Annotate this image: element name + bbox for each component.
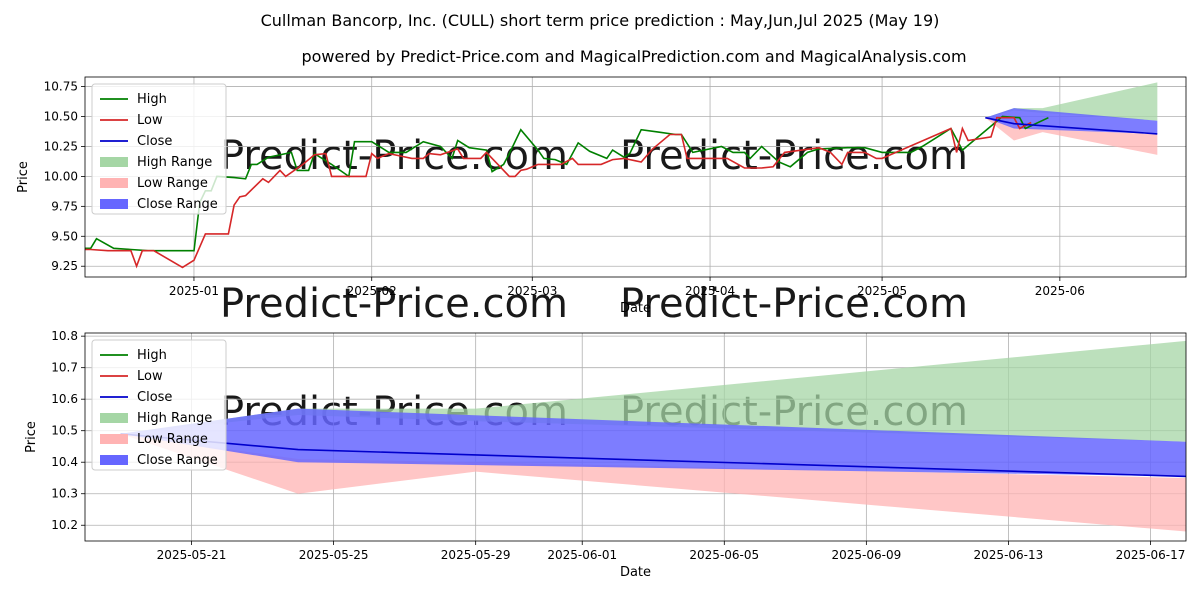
y-tick-label: 10.5 [51, 424, 78, 438]
y-tick-label: 10.3 [51, 487, 78, 501]
plot-area [85, 82, 1158, 269]
plot-frame [84, 332, 1187, 542]
legend-high-label: High [137, 348, 167, 363]
legend-close-range-label: Close Range [137, 197, 218, 212]
low-range-band [985, 117, 1158, 155]
x-tick-label: 2025-06-09 [831, 548, 901, 562]
legend-close-range-swatch [100, 199, 128, 209]
y-tick-label: 10.4 [51, 455, 78, 469]
y-tick-label: 9.75 [51, 199, 78, 213]
x-tick-label: 2025-04 [685, 284, 735, 298]
legend-close-label: Close [137, 390, 172, 405]
legend-close-label: Close [137, 134, 172, 149]
x-tick-label: 2025-05-25 [299, 548, 369, 562]
legend-high-range-swatch [100, 157, 128, 167]
y-axis-label: Price [16, 161, 31, 193]
legend-high-range-swatch [100, 413, 128, 423]
bottom-panel: Predict-Price.comPredict-Price.com2025-0… [24, 329, 1187, 580]
legend-low-range-swatch [100, 178, 128, 188]
close-series-line [985, 116, 1158, 135]
legend-close-range-label: Close Range [137, 453, 218, 468]
y-tick-label: 10.00 [44, 169, 78, 183]
legend-low-range-swatch [100, 434, 128, 444]
x-tick-label: 2025-06 [1035, 284, 1085, 298]
x-tick-label: 2025-06-05 [689, 548, 759, 562]
y-tick-label: 9.50 [51, 229, 78, 243]
x-tick-label: 2025-03 [507, 284, 557, 298]
y-tick-label: 10.8 [51, 329, 78, 343]
y-tick-label: 10.50 [44, 110, 78, 124]
top-panel: Predict-Price.com Predict-Price.com Predic… [16, 76, 1187, 327]
x-axis-label: Date [620, 565, 651, 580]
x-tick-label: 2025-02 [347, 284, 397, 298]
watermark-text-3: Predict-Price.com [220, 281, 568, 327]
y-tick-label: 10.2 [51, 518, 78, 532]
y-tick-label: 10.75 [44, 80, 78, 94]
low-series-line [85, 116, 1032, 269]
close-range-band [120, 408, 1186, 477]
legend-high-label: High [137, 92, 167, 107]
legend-close-range-swatch [100, 455, 128, 465]
watermark-text-2: Predict-Price.com [620, 133, 968, 179]
y-tick-label: 10.7 [51, 361, 78, 375]
low-range-band [120, 433, 1186, 532]
x-tick-label: 2025-05-21 [157, 548, 227, 562]
y-tick-label: 10.25 [44, 139, 78, 153]
y-tick-label: 10.6 [51, 392, 78, 406]
legend-high-range-label: High Range [137, 155, 212, 170]
x-tick-label: 2025-01 [169, 284, 219, 298]
y-axis-label: Price [24, 421, 39, 453]
x-tick-label: 2025-06-17 [1116, 548, 1186, 562]
legend-low-range-label: Low Range [137, 432, 208, 447]
legend-high-range-label: High Range [137, 411, 212, 426]
x-tick-label: 2025-05 [857, 284, 907, 298]
high-series-line [85, 115, 1049, 252]
watermark-text-4: Predict-Price.com [620, 281, 968, 327]
x-axis-label: Date [620, 301, 651, 316]
legend-low-range-label: Low Range [137, 176, 208, 191]
plot-area [120, 340, 1186, 532]
legend-low-label: Low [137, 113, 163, 128]
x-tick-label: 2025-06-01 [547, 548, 617, 562]
chart-title: Cullman Bancorp, Inc. (CULL) short term … [261, 11, 940, 30]
x-tick-label: 2025-06-13 [974, 548, 1044, 562]
plot-frame [84, 76, 1187, 278]
x-tick-label: 2025-05-29 [441, 548, 511, 562]
chart-subtitle: powered by Predict-Price.com and Magical… [301, 47, 966, 66]
y-tick-label: 9.25 [51, 259, 78, 273]
legend-low-label: Low [137, 369, 163, 384]
